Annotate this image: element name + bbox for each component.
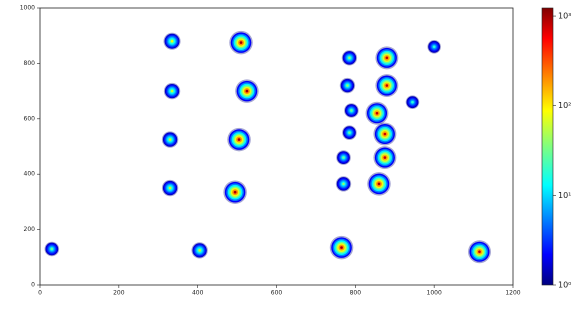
density-spot	[171, 40, 173, 42]
density-spot	[238, 138, 240, 140]
y-tick-label: 200	[24, 226, 36, 233]
chart: 0 200 400 600 800 1000 1200 0 200 400 600 800 1000 10…	[0, 0, 582, 322]
x-tick-label: 800	[350, 290, 362, 297]
density-spot	[386, 84, 388, 86]
density-spot	[386, 57, 388, 59]
density-spot	[342, 156, 344, 158]
density-spot	[378, 183, 380, 185]
x-tick-label: 200	[113, 290, 125, 297]
density-spot	[246, 90, 248, 92]
colorbar	[542, 8, 553, 285]
density-spot	[340, 246, 342, 248]
plot-frame	[40, 8, 513, 285]
density-spot	[384, 156, 386, 158]
y-tick-label: 800	[24, 60, 36, 67]
density-spot	[346, 84, 348, 86]
density-spot	[234, 191, 236, 193]
colorbar-tick-label: 10¹	[558, 191, 571, 200]
density-spot	[240, 41, 242, 43]
x-tick-label: 1000	[427, 290, 442, 297]
density-spot	[51, 248, 53, 250]
colorbar-tick-label: 10³	[558, 12, 571, 21]
y-tick-label: 0	[31, 282, 35, 289]
density-spot	[169, 138, 171, 140]
density-spot	[411, 101, 413, 103]
x-tick-label: 0	[38, 290, 42, 297]
density-spot	[384, 133, 386, 135]
density-spot	[348, 131, 350, 133]
plot-area	[45, 31, 491, 263]
density-spot	[348, 57, 350, 59]
x-tick-label: 400	[192, 290, 204, 297]
density-spot	[198, 249, 200, 251]
density-spot	[171, 90, 173, 92]
density-spot	[376, 112, 378, 114]
density-spot	[350, 109, 352, 111]
colorbar-tick-label: 10⁰	[558, 281, 571, 290]
y-tick-label: 400	[24, 171, 36, 178]
x-tick-label: 1200	[505, 290, 520, 297]
density-spot	[478, 251, 480, 253]
density-spot	[169, 187, 171, 189]
density-spot	[342, 183, 344, 185]
y-tick-label: 600	[24, 115, 36, 122]
x-tick-label: 600	[271, 290, 283, 297]
y-tick-label: 1000	[20, 5, 35, 12]
colorbar-tick-label: 10²	[558, 101, 571, 110]
density-spot	[433, 46, 435, 48]
